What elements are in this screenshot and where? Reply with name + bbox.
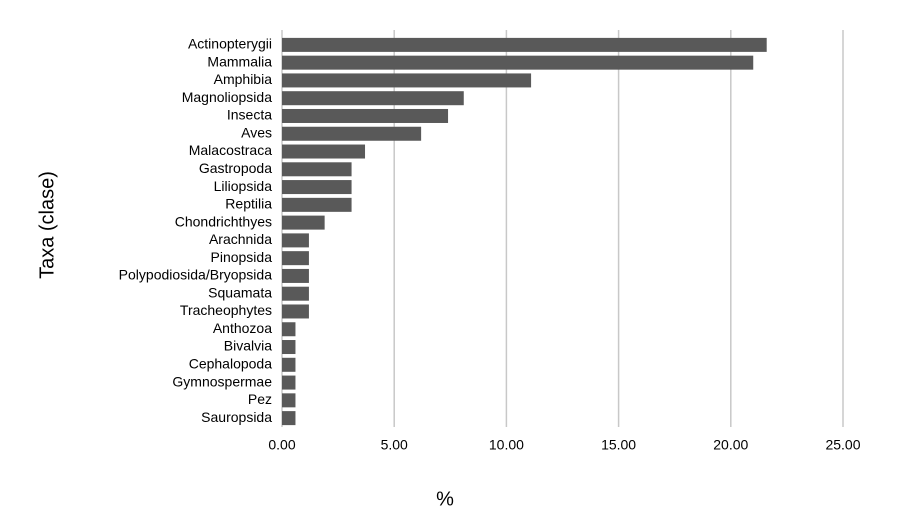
y-tick-label: Anthozoa [213, 320, 272, 336]
y-tick-label: Reptilia [225, 196, 272, 212]
x-tick-label: 25.00 [825, 437, 860, 453]
bar [282, 322, 296, 337]
x-tick-label: 15.00 [601, 437, 636, 453]
y-tick-label: Arachnida [209, 231, 272, 247]
bar [282, 340, 296, 355]
bar [282, 286, 309, 301]
bar [282, 180, 352, 195]
y-tick-label: Aves [241, 124, 272, 140]
bar [282, 55, 754, 70]
bar [282, 144, 366, 159]
bar [282, 215, 325, 230]
y-axis-label: Taxa (clase) [36, 171, 58, 279]
bar [282, 268, 309, 283]
bar [282, 393, 296, 408]
bar [282, 162, 352, 177]
bar [282, 233, 309, 248]
bar [282, 375, 296, 390]
x-tick-label: 0.00 [268, 437, 295, 453]
y-tick-label: Tracheophytes [180, 302, 272, 318]
y-tick-label: Actinopterygii [188, 36, 272, 52]
y-tick-label: Gymnospermae [172, 373, 272, 389]
x-tick-label: 5.00 [381, 437, 408, 453]
x-tick-label: 10.00 [489, 437, 524, 453]
y-tick-label: Mammalia [207, 53, 272, 69]
y-tick-label: Cephalopoda [189, 355, 273, 371]
bar [282, 73, 532, 88]
bar [282, 108, 449, 123]
bar [282, 357, 296, 372]
y-tick-label: Pez [248, 391, 272, 407]
bar [282, 411, 296, 426]
y-tick-label: Malacostraca [189, 142, 272, 158]
y-tick-label: Magnoliopsida [182, 89, 272, 105]
y-tick-label: Liliopsida [214, 178, 273, 194]
bar [282, 37, 767, 52]
x-axis-label: % [436, 488, 454, 510]
x-tick-label: 20.00 [713, 437, 748, 453]
y-tick-label: Sauropsida [201, 409, 272, 425]
y-tick-label: Gastropoda [199, 160, 272, 176]
y-tick-label: Amphibia [214, 71, 273, 87]
bar [282, 126, 422, 141]
bar [282, 91, 464, 106]
bar [282, 251, 309, 266]
y-tick-label: Bivalvia [224, 338, 272, 354]
y-tick-label: Pinopsida [211, 249, 273, 265]
y-tick-label: Chondrichthyes [175, 213, 272, 229]
y-tick-label: Polypodiosida/Bryopsida [119, 267, 273, 283]
bar [282, 304, 309, 319]
bar [282, 197, 352, 212]
y-tick-label: Insecta [227, 107, 272, 123]
y-tick-label: Squamata [208, 284, 272, 300]
